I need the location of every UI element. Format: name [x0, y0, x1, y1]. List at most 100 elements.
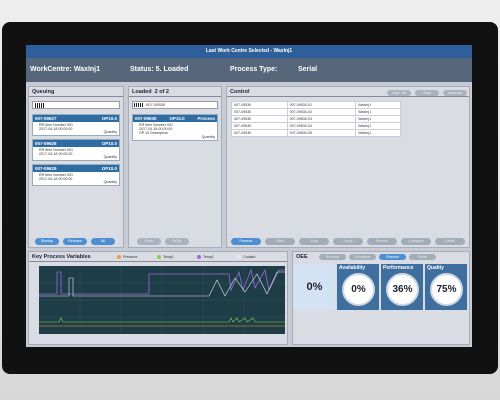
barcode-icon — [134, 103, 143, 107]
oee-panel: OEE Running Downtime Planned Detail 0% Avai… — [292, 251, 470, 345]
button[interactable]: Startup — [35, 238, 59, 245]
button[interactable]: BOM — [165, 238, 189, 245]
tab[interactable]: Planned — [379, 254, 406, 260]
button[interactable]: Interrupt — [443, 90, 467, 96]
table-cell: 007-09530 — [231, 129, 288, 137]
table-cell: WaxInj1 — [355, 108, 401, 116]
gauge-label: Availability — [339, 265, 366, 271]
queue-item[interactable]: 007-09627 OP10.0 RR Item Number 001 2017-04… — [32, 114, 120, 136]
count: 2 of 2 — [154, 89, 169, 95]
tab[interactable]: Scrap — [333, 238, 363, 245]
control-panel: Control Sign Off Skip Interrupt 007-0953… — [226, 86, 470, 248]
search-box[interactable] — [32, 101, 120, 109]
tab[interactable]: Running — [319, 254, 346, 260]
kpv-plot — [39, 266, 285, 334]
item-qty: Quantity — [103, 180, 117, 184]
gauge-value: 75% — [430, 273, 463, 306]
kpv-panel: Key Process Variables Pressure Temp1 Temp2… — [28, 251, 288, 345]
panel-title-text: Loaded — [132, 89, 152, 95]
tab[interactable]: Stop — [299, 238, 329, 245]
item-body: RR Item Number 001 2017-04-18 00:00:00 — [33, 122, 119, 132]
item-op: OP10.0 — [169, 116, 185, 121]
table-cell: 007-09530 — [231, 108, 288, 116]
queue-item[interactable]: 007-09629 OP10.0 RR Item Number 001 2017-04… — [32, 164, 120, 186]
queue-item[interactable]: 007-09628 OP10.0 RR Item Number 001 2017-04… — [32, 139, 120, 161]
status: Status: 5. Loaded — [130, 66, 189, 73]
item-due: 2017-04-18 00:00:00 — [39, 127, 73, 131]
table-row[interactable]: 007-09530 007-09530-01 WaxInj1 — [231, 101, 401, 109]
item-header: 007-09629 OP10.0 — [33, 165, 119, 172]
item-op: OP10.0 — [101, 166, 117, 171]
tab[interactable]: Detail — [409, 254, 436, 260]
tab[interactable]: Downtime — [349, 254, 376, 260]
loaded-panel: Loaded 2 of 2 007-09530 007-09630 OP10.0 P… — [128, 86, 222, 248]
button[interactable]: Release — [63, 238, 87, 245]
item-qty: Quantity — [103, 130, 117, 134]
legend-label: Pressure — [123, 255, 138, 259]
table-row[interactable]: 007-09530 007-09530-02 WaxInj1 — [231, 108, 401, 116]
table-cell: 007-09530-05 — [286, 129, 357, 137]
item-qty: Quantity — [201, 135, 215, 139]
table-cell: WaxInj1 — [355, 129, 401, 137]
oee-gauge: Performance 36% — [381, 264, 423, 310]
button[interactable]: Sign Off — [387, 90, 411, 96]
table-cell: 007-09530 — [231, 101, 288, 109]
item-desc: OP 10 Description — [139, 131, 169, 135]
tab[interactable]: Process — [231, 238, 261, 245]
legend-entry: Coolant — [237, 255, 256, 260]
legend-swatch — [237, 255, 241, 260]
legend-entry: Temp2 — [197, 255, 214, 260]
table-row[interactable]: 007-09530 007-09530-05 WaxInj1 — [231, 129, 401, 137]
table-cell: 007-09530 — [231, 115, 288, 123]
table-cell: 007-09530-03 — [286, 115, 357, 123]
item-id: 007-09627 — [35, 116, 57, 121]
title-bar: Last Work Centre Selected - WaxInj1 — [26, 45, 472, 58]
tab[interactable]: Start — [265, 238, 295, 245]
panel-title: Queuing — [29, 87, 123, 97]
search-box[interactable]: 007-09530 — [132, 101, 218, 109]
item-header: 007-09628 OP10.0 — [33, 140, 119, 147]
oee-gauge: Quality 75% — [425, 264, 467, 310]
table-cell: WaxInj1 — [355, 115, 401, 123]
item-due: 2017-04-18 00:00:00 — [39, 177, 73, 181]
control-table: 007-09530 007-09530-01 WaxInj1 007-09530 007… — [231, 101, 401, 137]
plot-grid — [39, 266, 285, 334]
tab[interactable]: Rework — [367, 238, 397, 245]
oee-gauge: Availability 0% — [337, 264, 379, 310]
item-part: RR Item Number 001 — [139, 123, 173, 127]
tab[interactable]: Detail — [435, 238, 465, 245]
workcentre: WorkCentre: WaxInj1 — [30, 66, 101, 73]
panel-title: OEE — [296, 254, 308, 260]
item-due: 2017-04-18 00:00:00 — [139, 127, 173, 131]
item-body: RR Item Number 001 2017-04-18 00:00:00 — [33, 147, 119, 157]
trace — [39, 317, 285, 323]
barcode-icon — [35, 103, 45, 108]
table-cell: WaxInj1 — [355, 101, 401, 109]
item-header: 007-09630 OP10.0 Process — [133, 115, 217, 122]
process-type-label: Process Type: — [230, 66, 278, 73]
item-id: 007-09630 — [135, 116, 157, 121]
legend-swatch — [157, 255, 161, 260]
button[interactable]: Skip — [415, 90, 439, 96]
item-id: 007-09628 — [35, 141, 57, 146]
trace — [39, 268, 285, 295]
loaded-item[interactable]: 007-09630 OP10.0 Process RR Item Number 00… — [132, 114, 218, 141]
item-part: RR Item Number 001 — [39, 173, 73, 177]
item-part: RR Item Number 001 — [39, 123, 73, 127]
header: WorkCentre: WaxInj1 Status: 5. Loaded Pr… — [26, 58, 472, 82]
button[interactable]: Clear — [137, 238, 161, 245]
table-cell: 007-09530-01 — [286, 101, 357, 109]
legend-label: Coolant — [243, 255, 256, 259]
item-header: 007-09627 OP10.0 — [33, 115, 119, 122]
legend-swatch — [197, 255, 201, 260]
panel-title: Key Process Variables — [29, 252, 287, 262]
table-row[interactable]: 007-09530 007-09530-03 WaxInj1 — [231, 115, 401, 123]
button[interactable]: All — [91, 238, 115, 245]
screen: Last Work Centre Selected - WaxInj1 Work… — [26, 45, 472, 347]
table-cell: 007-09530-04 — [286, 122, 357, 130]
item-qty: Quantity — [103, 155, 117, 159]
tab[interactable]: Complete — [401, 238, 431, 245]
table-row[interactable]: 007-09530 007-09530-04 WaxInj1 — [231, 122, 401, 130]
legend-swatch — [117, 255, 121, 260]
table-cell: 007-09530-02 — [286, 108, 357, 116]
